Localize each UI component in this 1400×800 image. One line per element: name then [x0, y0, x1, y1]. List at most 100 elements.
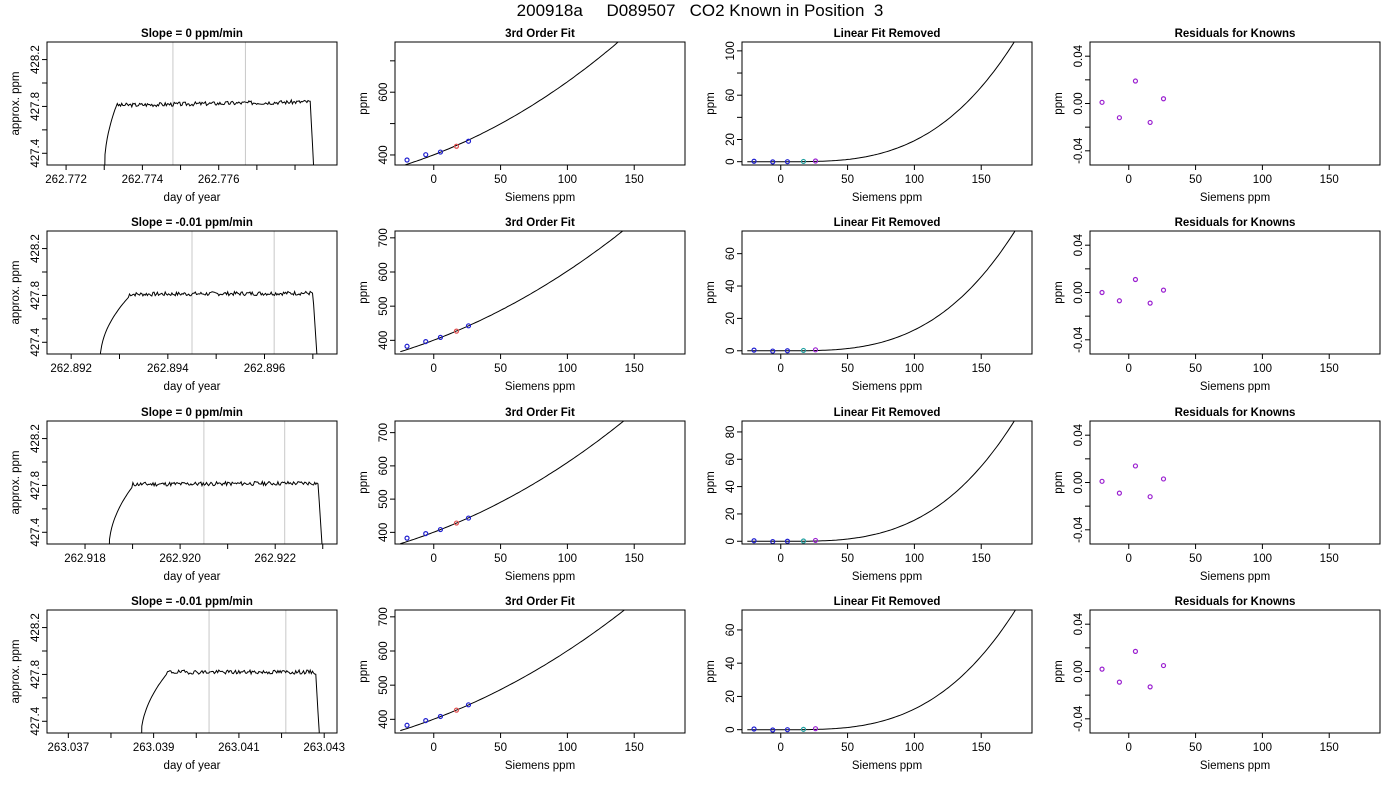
y-tick-label: 0 [725, 538, 737, 544]
plot-frame [394, 420, 686, 545]
x-axis-label: Siemens ppm [1200, 192, 1270, 204]
y-tick-label: 40 [725, 480, 737, 493]
x-tick-label: 150 [972, 363, 991, 375]
x-tick-label: 100 [1253, 363, 1272, 375]
y-tick-label: 600 [378, 641, 390, 660]
x-tick-label: 150 [625, 553, 644, 565]
y-tick-label: 0 [725, 348, 737, 354]
panel-title: 3rd Order Fit [505, 407, 575, 419]
y-axis-label: ppm [358, 92, 370, 114]
y-axis-label: approx. ppm [10, 72, 22, 136]
x-tick-label: 50 [1189, 742, 1202, 754]
plot-frame [741, 420, 1033, 545]
panel-linear-removed-row-4: Linear Fit Removed 0 50 100 150 0 20 40 60 Siemen… [705, 596, 1033, 772]
panel-title: Slope = 0 ppm/min [141, 28, 243, 40]
data-point [751, 347, 757, 353]
y-tick-label: 700 [378, 423, 390, 442]
plot-frame [1089, 230, 1381, 355]
x-axis-label: Siemens ppm [1200, 760, 1270, 772]
data-point [800, 347, 807, 354]
panel-linear-removed-row-2: Linear Fit Removed 0 50 100 150 0 20 40 60 Siemen… [705, 217, 1033, 393]
y-tick-label: 0.00 [1073, 660, 1085, 682]
x-tick-label: 150 [972, 553, 991, 565]
plot-frame [741, 609, 1033, 734]
panel-title: 3rd Order Fit [505, 28, 575, 40]
x-axis-label: Siemens ppm [505, 192, 575, 204]
data-point [437, 334, 444, 340]
y-tick-label: 500 [378, 297, 390, 316]
data-point [465, 138, 472, 144]
data-point [800, 158, 807, 165]
y-tick-label: 60 [725, 247, 737, 260]
data-point [404, 535, 410, 541]
x-tick-label: 100 [905, 174, 924, 186]
x-tick-label: 0 [778, 174, 784, 186]
data-point [404, 722, 410, 728]
panel-title: Linear Fit Removed [834, 407, 941, 419]
plot-frame [46, 420, 338, 545]
data-point [784, 159, 791, 165]
y-axis-label: ppm [705, 92, 717, 114]
y-tick-label: 0.00 [1073, 281, 1085, 303]
panel-title: Residuals for Knowns [1175, 28, 1296, 40]
panel-title: Residuals for Knowns [1175, 407, 1296, 419]
data-point [1116, 298, 1123, 304]
y-tick-label: 427.4 [30, 706, 42, 735]
data-point [1132, 78, 1139, 84]
y-tick-label: 0.04 [1073, 423, 1085, 446]
data-point [812, 726, 819, 732]
y-tick-label: 427.4 [30, 138, 42, 167]
x-tick-label: 0 [1126, 553, 1132, 565]
panel-residuals-row-4: Residuals for Knowns 0 50 100 150 -0.04 0.00 0.… [1053, 596, 1381, 772]
data-point [751, 158, 757, 164]
x-axis-label: day of year [164, 760, 221, 772]
data-point [437, 526, 444, 533]
x-tick-label: 262.896 [244, 363, 286, 375]
y-tick-label: 427.8 [30, 92, 42, 121]
plot-frame [394, 230, 686, 355]
x-tick-label: 150 [1320, 363, 1339, 375]
data-point [800, 538, 807, 544]
data-point [1099, 478, 1105, 484]
plot-frame [1089, 41, 1381, 166]
y-tick-label: 600 [378, 262, 390, 281]
x-tick-label: 50 [1189, 553, 1202, 565]
panel-residuals-row-3: Residuals for Knowns 0 50 100 150 -0.04 0.00 0.… [1053, 407, 1381, 583]
panel-fit-row-3: 3rd Order Fit 0 50 100 150 400 500 600 700 Siemen… [358, 407, 686, 583]
x-tick-label: 262.776 [198, 174, 240, 186]
x-tick-label: 262.920 [159, 553, 201, 565]
data-point [1132, 463, 1139, 469]
x-tick-label: 100 [1253, 742, 1272, 754]
y-tick-label: 428.2 [30, 424, 42, 453]
data-point [1160, 96, 1167, 102]
data-point [453, 328, 460, 334]
plot-frame [46, 41, 338, 166]
y-tick-label: 60 [725, 453, 737, 466]
x-tick-label: 263.039 [133, 742, 175, 754]
data-point [784, 538, 791, 544]
x-tick-label: 150 [1320, 742, 1339, 754]
fit-curve-line [747, 610, 1017, 731]
data-point [465, 515, 472, 521]
plot-frame [394, 41, 686, 166]
fit-curve-line [400, 421, 625, 544]
data-point [1099, 289, 1105, 296]
data-point [465, 702, 472, 708]
x-tick-label: 50 [494, 742, 507, 754]
x-tick-label: 150 [972, 174, 991, 186]
x-tick-label: 100 [1253, 553, 1272, 565]
y-tick-label: 20 [725, 312, 737, 325]
x-tick-label: 100 [558, 174, 577, 186]
x-tick-label: 263.041 [218, 742, 260, 754]
plot-frame [46, 609, 338, 734]
x-tick-label: 0 [431, 174, 437, 186]
y-tick-label: 427.4 [30, 517, 42, 546]
data-point [465, 323, 472, 329]
x-tick-label: 0 [1126, 174, 1132, 186]
x-axis-label: Siemens ppm [852, 192, 922, 204]
y-tick-label: 428.2 [30, 45, 42, 74]
data-point [1147, 684, 1153, 690]
x-tick-label: 0 [778, 742, 784, 754]
x-axis-label: Siemens ppm [852, 760, 922, 772]
x-axis-label: day of year [164, 571, 221, 583]
